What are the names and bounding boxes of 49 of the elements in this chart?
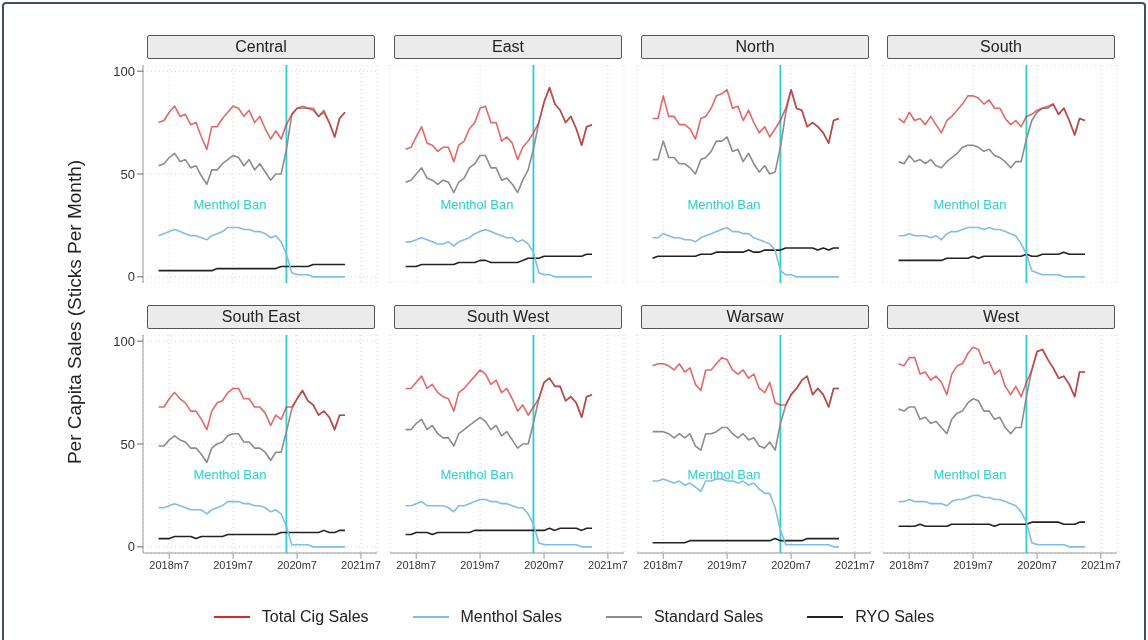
line-series [157,105,346,151]
x-tick-label: 2021m7 [835,558,875,571]
ref-line-label: Menthol Ban [933,466,1007,482]
line-series [157,226,346,278]
chart-title: Central [147,35,375,59]
y-tick-label: 0 [127,269,135,285]
x-tick-label: 2020m7 [524,558,564,571]
line-series [157,529,346,540]
ref-line-label: Menthol Ban [687,196,761,212]
x-tick-label: 2018m7 [643,558,684,571]
chart-title: South [887,35,1115,59]
x-tick-label: 2019m7 [213,558,253,571]
chart-title: South East [147,305,375,329]
ref-line-label: Menthol Ban [687,466,761,482]
x-tick-label: 2020m7 [277,558,317,571]
legend-label: RYO Sales [855,608,935,626]
y-tick-label: 100 [113,63,135,79]
ref-line-label: Menthol Ban [440,466,514,482]
x-tick-label: 2021m7 [341,558,381,571]
chart-title: East [394,35,622,59]
y-tick-label: 100 [113,333,135,349]
x-tick-label: 2019m7 [460,558,500,571]
x-tick-label: 2018m7 [149,558,190,571]
x-tick-label: 2020m7 [1017,558,1057,571]
legend-label: Standard Sales [653,608,764,626]
x-tick-label: 2019m7 [953,558,993,571]
line-series [157,500,346,548]
chart-title: Warsaw [641,305,869,329]
chart-title: West [887,305,1115,329]
y-tick-label: 0 [127,539,135,555]
line-series [157,387,346,431]
ref-line-label: Menthol Ban [193,196,267,212]
x-tick-label: 2018m7 [396,558,437,571]
ref-line-label: Menthol Ban [440,196,514,212]
ref-line-label: Menthol Ban [933,196,1007,212]
legend-label: Total Cig Sales [261,608,369,626]
y-tick-label: 50 [120,436,135,452]
x-tick-label: 2019m7 [707,558,747,571]
x-tick-label: 2018m7 [889,558,930,571]
y-axis-title: Per Capita Sales (Sticks Per Month) [64,159,86,465]
ref-line-label: Menthol Ban [193,466,267,482]
x-tick-label: 2021m7 [1081,558,1121,571]
chart-title: South West [394,305,622,329]
legend-label: Menthol Sales [460,608,562,626]
x-tick-label: 2020m7 [771,558,811,571]
chart-title: North [641,35,869,59]
x-tick-label: 2021m7 [588,558,628,571]
y-tick-label: 50 [120,166,135,182]
line-series [157,263,346,272]
